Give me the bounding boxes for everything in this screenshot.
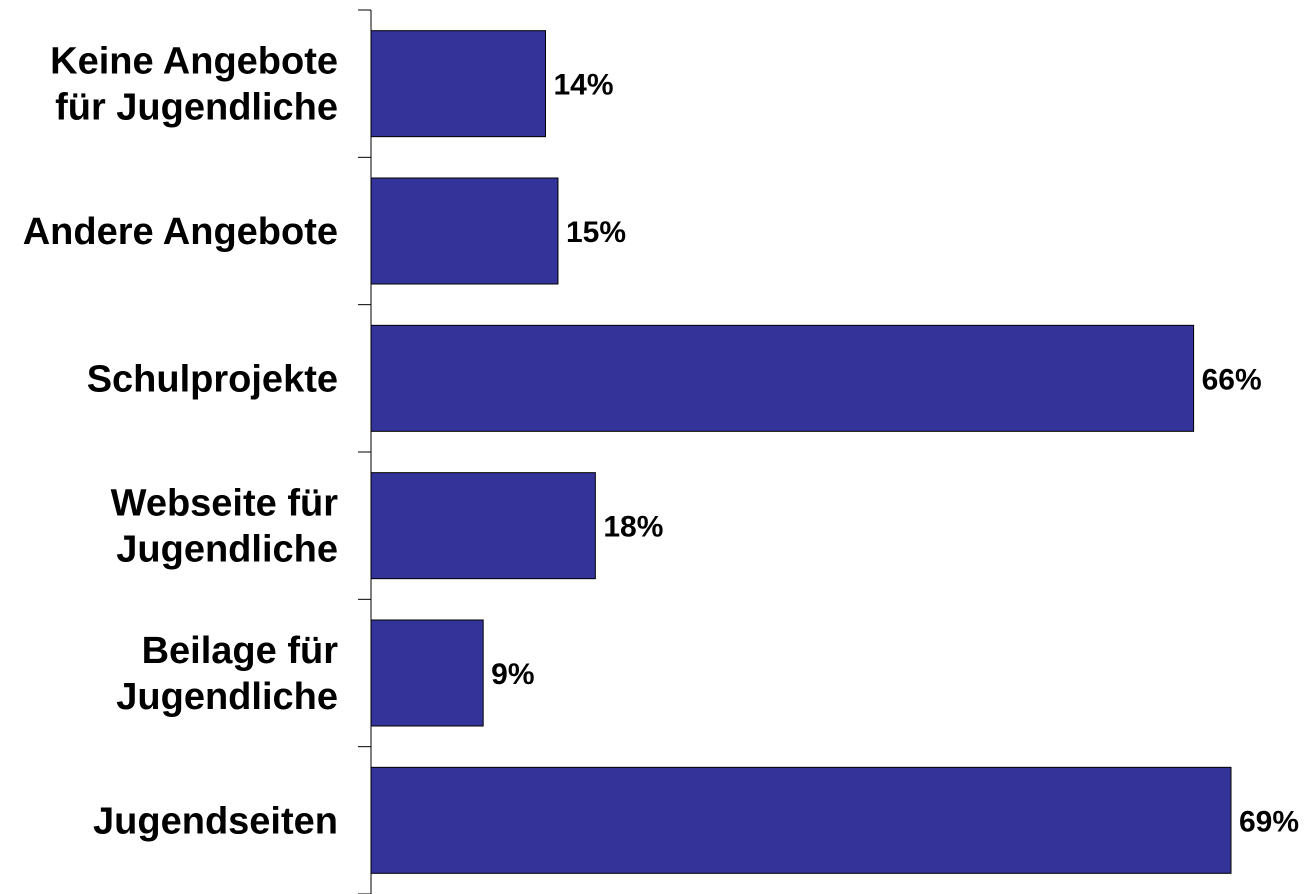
category-label-line: Jugendliche [116,529,338,571]
bar [370,30,546,138]
bar-value-label: 9% [491,658,534,691]
bar [370,324,1195,432]
category-label-line: Andere Angebote [23,211,338,253]
category-label: Webseite für Jugendliche [111,483,339,571]
category-label-line: Schulprojekte [87,358,338,400]
bar [370,766,1232,874]
bars-group [370,30,1232,874]
value-labels: 14% 15% 66% 18% 9% 69% [491,69,1299,839]
category-label-line: Keine Angebote [50,41,338,83]
category-label-line: Beilage für [142,630,339,672]
bar-value-label: 15% [566,216,626,249]
bar [370,472,596,580]
bar-value-label: 69% [1239,805,1299,838]
bar [370,619,484,727]
bar-value-label: 14% [553,69,613,102]
bar-value-label: 66% [1202,363,1262,396]
category-label: Schulprojekte [87,358,338,400]
category-label-line: Webseite für [111,483,339,525]
bar [370,177,559,285]
category-labels: Keine Angebote für Jugendliche Andere Ange… [23,41,338,843]
category-label: Andere Angebote [23,211,338,253]
category-label-line: für Jugendliche [55,87,338,129]
category-label-line: Jugendliche [116,676,338,718]
bar-value-label: 18% [603,511,663,544]
category-label: Keine Angebote für Jugendliche [50,41,338,129]
category-label: Beilage für Jugendliche [116,630,338,718]
y-axis [358,9,372,894]
category-label: Jugendseiten [93,800,338,842]
category-label-line: Jugendseiten [93,800,338,842]
